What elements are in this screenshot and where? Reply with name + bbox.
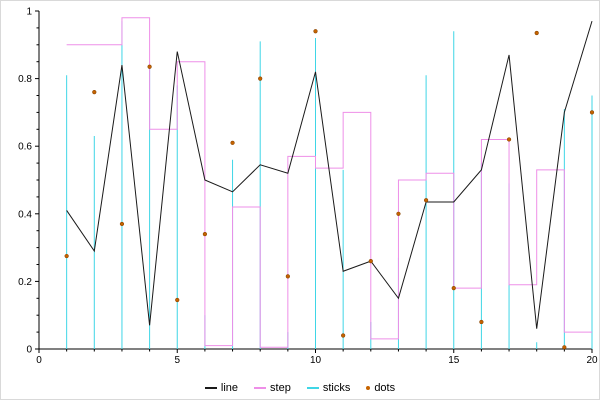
y-tick-label: 0.6 — [18, 142, 32, 153]
chart-svg: 0 5 10 15 20 0 0.2 0.4 0.6 0.8 1 — [18, 7, 598, 367]
y-tick-label: 0 — [26, 345, 32, 356]
legend-label-line: line — [220, 381, 239, 394]
series-dots — [258, 76, 263, 81]
series-step — [66, 17, 592, 348]
series-dots — [230, 140, 235, 145]
series-dots — [92, 90, 97, 95]
legend-label-dots: dots — [374, 381, 396, 394]
series-dots — [506, 137, 512, 142]
legend-marker-step-icon — [254, 386, 267, 389]
series-dots — [313, 29, 318, 34]
legend-marker-sticks-icon — [306, 386, 319, 389]
legend-item-line: line — [204, 381, 239, 394]
series-dots — [175, 297, 180, 303]
x-tick-label: 10 — [310, 355, 322, 366]
series-dots — [285, 274, 290, 279]
series-dots — [424, 198, 429, 203]
series-dots — [119, 221, 125, 227]
series-dots — [534, 30, 539, 36]
plot-area: 0 5 10 15 20 0 0.2 0.4 0.6 0.8 1 — [1, 1, 599, 376]
series-dots — [202, 231, 207, 237]
series-dots — [368, 259, 373, 264]
y-tick-label: 0.2 — [18, 277, 32, 288]
x-tick-label: 20 — [586, 355, 598, 366]
series-dots — [396, 211, 401, 216]
x-tick-label: 5 — [174, 355, 180, 366]
legend-marker-dots-icon — [366, 385, 371, 390]
series-dots — [64, 253, 69, 259]
legend-item-sticks: sticks — [306, 381, 351, 394]
legend-label-step: step — [270, 381, 291, 394]
y-tick-label: 1 — [26, 7, 32, 18]
x-tick-label: 0 — [36, 355, 42, 366]
series-dots — [451, 286, 456, 291]
y-tick-label: 0.8 — [18, 74, 32, 85]
series-dots — [562, 345, 567, 350]
series-dots — [341, 333, 346, 338]
legend-item-dots: dots — [366, 382, 395, 394]
legend-label-sticks: sticks — [322, 381, 351, 394]
series-dots — [479, 319, 484, 325]
series-dots — [589, 110, 595, 115]
y-tick-label: 0.4 — [18, 209, 32, 220]
chart-legend: line step sticks dots — [1, 376, 599, 399]
x-tick-label: 15 — [448, 355, 460, 366]
legend-marker-line-icon — [204, 386, 217, 389]
legend-item-step: step — [254, 382, 291, 394]
series-line — [66, 20, 593, 329]
series-dots — [147, 64, 152, 69]
